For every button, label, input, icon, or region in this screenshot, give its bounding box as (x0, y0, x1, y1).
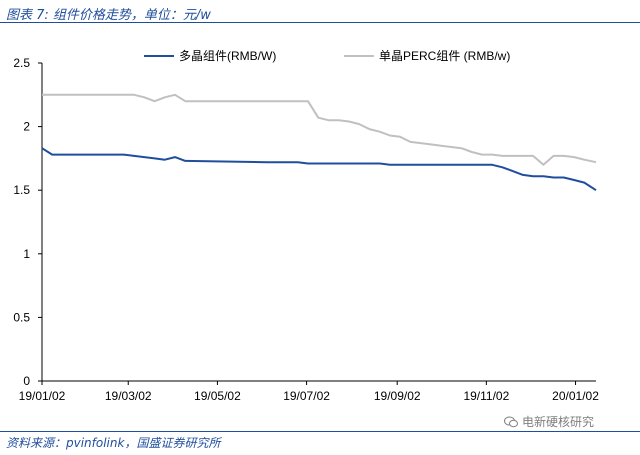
title-rule (0, 22, 640, 23)
chart-axes (41, 63, 596, 382)
chart-series (41, 93, 597, 192)
y-tick-label: 0.5 (13, 310, 30, 324)
x-tick-label: 19/11/02 (463, 389, 509, 403)
wechat-icon (504, 416, 518, 427)
watermark: 电新硬核研究 (504, 413, 594, 430)
x-tick-label: 19/05/02 (194, 389, 241, 403)
y-tick-label: 2.5 (13, 56, 30, 70)
chart-ticks: 0 0.5 1 1.5 2 2.5 19/01/02 19/03/02 19/05/02 19/0… (13, 56, 599, 403)
chart-legend: 多晶组件(RMB/W) 单晶PERC组件 (RMB/w) (144, 49, 510, 63)
watermark-text: 电新硬核研究 (522, 415, 595, 429)
source-note: 资料来源：pvinfolink，国盛证券研究所 (6, 436, 221, 450)
x-tick-label: 19/01/02 (19, 389, 66, 403)
y-tick-label: 1 (23, 247, 30, 261)
y-tick-label: 0 (23, 374, 30, 388)
x-tick-label: 19/03/02 (105, 389, 152, 403)
series-line-2 (42, 93, 597, 166)
footer-rule (0, 431, 640, 432)
x-tick-label: 19/07/02 (283, 389, 330, 403)
y-tick-label: 2 (23, 120, 30, 134)
figure-title: 图表 7: 组件价格走势，单位：元/w (6, 8, 211, 23)
x-tick-label: 20/01/02 (552, 389, 599, 403)
line-chart: 0 0.5 1 1.5 2 2.5 19/01/02 19/03/02 19/05/02 19/0… (13, 49, 599, 403)
series-line-1 (41, 147, 597, 192)
legend-label-2: 单晶PERC组件 (RMB/w) (379, 49, 510, 63)
y-tick-label: 1.5 (13, 183, 30, 197)
x-tick-label: 19/09/02 (374, 389, 421, 403)
legend-label-1: 多晶组件(RMB/W) (179, 49, 276, 63)
